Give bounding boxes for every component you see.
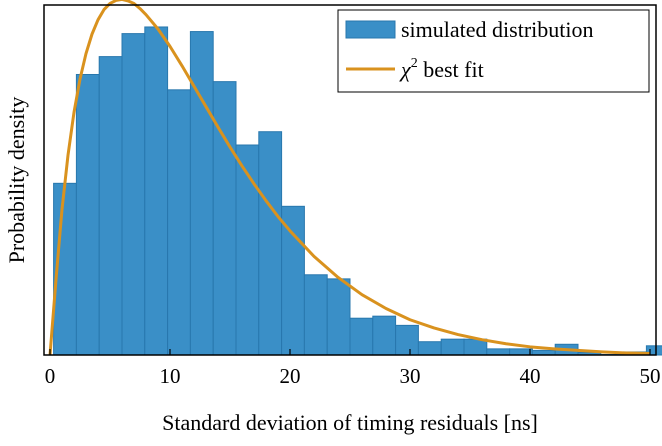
histogram-bar [189,31,214,356]
histogram-bar [303,274,328,356]
histogram-bar [121,33,146,356]
histogram-bar [258,131,283,356]
histogram-bar [645,345,662,356]
legend-label-histogram: simulated distribution [401,17,594,42]
x-tick-label: 30 [400,364,421,388]
x-tick-label: 0 [45,364,56,388]
x-ticks: 0 10 20 30 40 50 [45,349,661,388]
legend-swatch-histogram [345,20,396,39]
fit-layer [48,0,651,356]
histogram-bar [395,324,419,356]
histogram-bar [417,341,442,356]
x-tick-label: 40 [520,364,541,388]
histogram-bar [509,348,533,356]
histogram-bar [75,73,100,356]
histogram-bar [440,338,465,356]
fit-curve [48,0,651,356]
histogram-bar [486,348,511,356]
histogram-bar [281,205,305,356]
legend: simulated distribution χ2 best fit [337,9,650,93]
x-axis-title: Standard deviation of timing residuals [… [162,410,538,435]
histogram-bar [144,26,169,356]
histogram-bar [372,315,397,356]
y-axis-title: Probability density [4,97,29,264]
x-tick-label: 20 [280,364,301,388]
histogram-bar [349,317,374,356]
plot-frame [43,4,657,356]
histogram-bar [98,56,123,356]
legend-label-fit: χ2 best fit [399,56,484,82]
histogram-bar [463,338,488,356]
x-tick-label: 10 [160,364,181,388]
histogram-bar [167,89,191,356]
histogram-bar [326,278,351,356]
x-tick-label: 50 [640,364,661,388]
